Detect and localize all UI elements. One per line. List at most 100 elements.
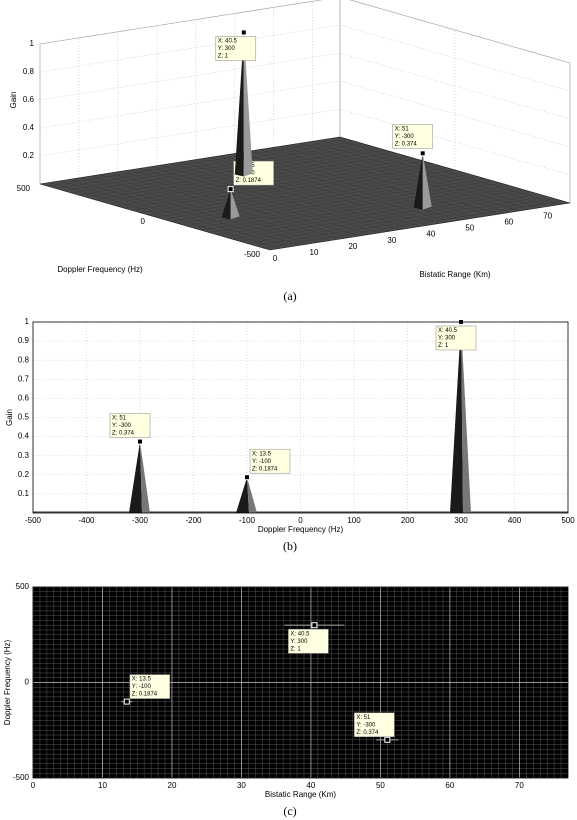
peak-light	[243, 32, 253, 177]
mesh-line	[62, 143, 364, 191]
y-tick-label: 500	[17, 184, 31, 193]
x-tick-label: 30	[237, 781, 246, 790]
datatip-text: Z: 1	[218, 54, 229, 60]
y-tick-label: 0	[141, 217, 146, 226]
datatip-text: Y: -300	[395, 134, 415, 140]
x-tick-label: 40	[306, 781, 315, 790]
y-axis-label: Gain	[5, 409, 14, 426]
y-tick-label: 0.5	[18, 413, 30, 422]
axes-box	[32, 321, 569, 514]
datatip-text: Y: 300	[290, 639, 308, 645]
z-tick-label: 0.4	[23, 123, 35, 132]
datatip-box	[392, 124, 433, 149]
x-tick-label: 60	[504, 217, 513, 226]
datatip-text: Z: 0.1874	[236, 178, 262, 184]
peak-dark	[450, 322, 463, 513]
datatip-text: Y: 300	[438, 336, 456, 342]
y-tick-label: 0.2	[18, 470, 30, 479]
x-tick-label: 0	[31, 781, 36, 790]
x-tick-label: -200	[185, 516, 202, 525]
peak-light	[422, 153, 432, 210]
x-axis-label: Bistatic Range (Km)	[265, 790, 336, 799]
y-tick-label: 0.9	[18, 336, 30, 345]
y-tick-label: 0.8	[18, 355, 30, 364]
z-tick-label: 0.2	[23, 151, 35, 160]
datatip-marker	[384, 736, 391, 743]
datatip-text: Y: -300	[356, 722, 376, 728]
x-tick-label: 200	[401, 516, 415, 525]
datatip-marker	[123, 698, 130, 705]
z-tick-label: 0.8	[23, 67, 35, 76]
x-tick-label: 60	[445, 781, 454, 790]
mesh-line	[329, 138, 561, 205]
x-tick-label: 70	[543, 211, 552, 220]
datatip-text: Z: 0.374	[356, 730, 379, 736]
datatip-text: X: 51	[395, 126, 410, 132]
caption: (a)	[283, 289, 296, 303]
y-tick-label: 0.6	[18, 394, 30, 403]
x-tick-label: 300	[454, 516, 468, 525]
peak-light	[247, 477, 257, 513]
datatip-text: Y: -100	[252, 459, 272, 465]
x-tick-label: 40	[426, 230, 435, 239]
y-axis-label: Doppler Frequency (Hz)	[57, 265, 143, 274]
peak-dark	[236, 477, 249, 513]
caption: (c)	[283, 804, 296, 818]
y-axis-label: Doppler Frequency (Hz)	[3, 639, 12, 725]
y-tick-label: -500	[244, 250, 261, 259]
grid-line	[39, 80, 571, 148]
datatip-marker	[419, 150, 426, 157]
z-tick-label: 1	[30, 39, 35, 48]
x-tick-label: 20	[168, 781, 177, 790]
x-tick-label: -400	[78, 516, 95, 525]
datatip-marker	[137, 438, 143, 445]
mesh-line	[70, 145, 371, 193]
datatip-text: Z: 0.374	[395, 141, 418, 147]
x-tick-label: 0	[298, 516, 303, 525]
y-tick-label: 0.7	[18, 374, 30, 383]
x-tick-label: -100	[239, 516, 256, 525]
y-tick-label: 0.3	[18, 451, 30, 460]
datatip-box	[215, 36, 257, 61]
z-axis-label: Gain	[9, 92, 18, 109]
datatip-marker	[240, 29, 247, 36]
datatip-text: Y: -100	[132, 684, 152, 690]
datatip-text: Z: 0.1874	[252, 466, 278, 472]
x-tick-label: 50	[376, 781, 385, 790]
datatip-marker	[244, 474, 250, 481]
datatip-text: X: 13.5	[252, 451, 272, 457]
datatip-marker	[311, 622, 318, 629]
y-tick-label: 0.4	[18, 432, 30, 441]
datatip-box	[354, 712, 395, 738]
x-tick-label: 70	[515, 781, 524, 790]
datatip-text: X: 51	[112, 416, 127, 422]
datatip-box	[249, 448, 291, 474]
mesh-line	[55, 141, 356, 189]
mesh-line	[78, 147, 379, 196]
datatip-box	[129, 674, 171, 699]
y-tick-label: -500	[13, 773, 30, 782]
mesh-line	[47, 139, 348, 187]
x-axis-label: Doppler Frequency (Hz)	[258, 525, 344, 534]
mesh-line	[319, 139, 551, 207]
x-tick-label: 50	[465, 224, 474, 233]
y-tick-label: 0.1	[18, 489, 30, 498]
x-axis-label: Bistatic Range (Km)	[419, 270, 490, 279]
datatip-box	[435, 325, 477, 351]
datatip-text: Y: 300	[218, 46, 236, 52]
y-tick-label: 1	[25, 317, 30, 326]
datatip-marker	[227, 186, 234, 193]
peak-light	[461, 322, 471, 513]
peak-dark	[221, 189, 231, 220]
peak-light	[230, 189, 240, 220]
peak-dark	[234, 32, 244, 177]
peak-dark	[129, 441, 142, 513]
axes-box	[32, 586, 569, 779]
x-tick-label: 10	[310, 248, 319, 257]
peak-light	[140, 441, 150, 513]
mesh-line	[299, 143, 531, 210]
caption: (b)	[283, 539, 297, 553]
datatip-text: X: 40.5	[290, 631, 310, 637]
datatip-text: Y: -300	[112, 423, 132, 429]
